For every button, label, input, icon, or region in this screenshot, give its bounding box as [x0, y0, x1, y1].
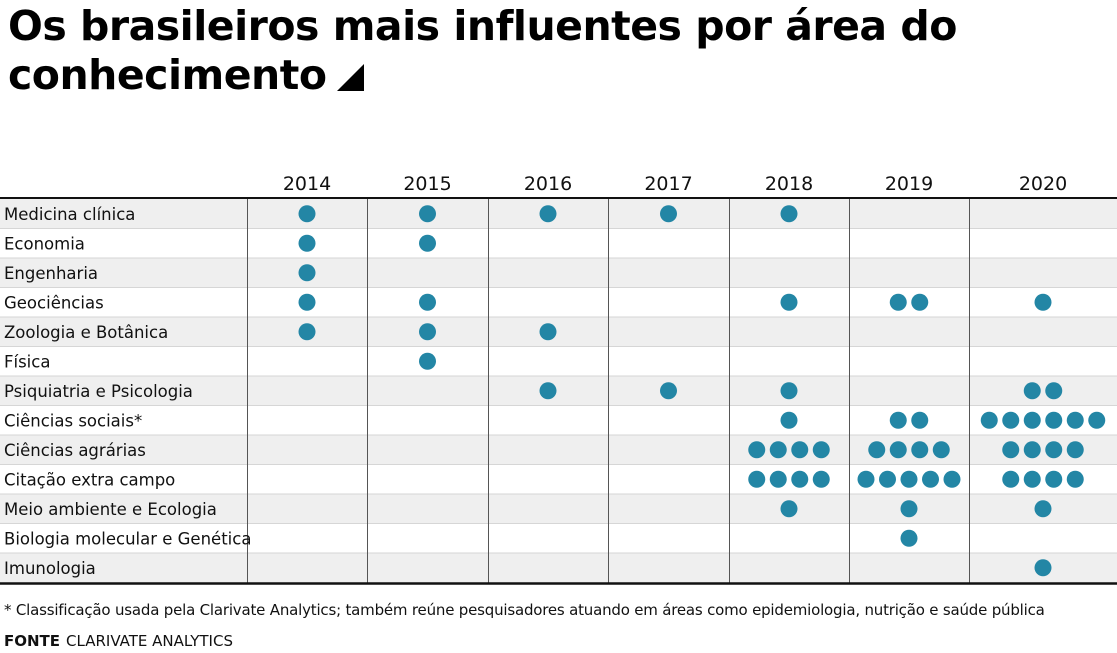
row-label: Geociências [4, 293, 104, 312]
data-dot [748, 470, 766, 488]
row-background [0, 258, 1117, 288]
data-dot [1002, 441, 1020, 459]
data-dot [812, 470, 830, 488]
data-dot [769, 470, 787, 488]
row-label: Economia [4, 234, 85, 253]
row-label: Meio ambiente e Ecologia [4, 500, 217, 519]
data-dot [889, 411, 907, 429]
data-dot [1034, 559, 1052, 577]
data-dot [539, 382, 557, 400]
data-dot [791, 470, 809, 488]
column-header-2017: 2017 [644, 173, 692, 195]
data-dot [660, 382, 677, 400]
row-background [0, 376, 1117, 406]
data-dot [900, 529, 918, 547]
data-dot [780, 205, 798, 223]
source-label: FONTE [4, 632, 61, 650]
data-dot [911, 411, 929, 429]
data-dot [791, 441, 809, 459]
data-dot [780, 293, 798, 311]
data-dot [1066, 411, 1084, 429]
row-label: Imunologia [4, 559, 96, 578]
data-dot [922, 470, 939, 488]
data-dot [298, 205, 316, 223]
data-dot [812, 441, 830, 459]
row-label: Ciências agrárias [4, 441, 146, 460]
row-label: Física [4, 352, 50, 371]
data-dot [943, 470, 961, 488]
dot-table-chart: 2014 2015 2016 2017 2018 2019 2020 Medicina clí… [0, 173, 1117, 585]
data-dot [539, 205, 557, 223]
data-dot [298, 234, 316, 252]
data-dot [1002, 411, 1020, 429]
data-dot [1088, 411, 1106, 429]
data-dot [1023, 411, 1041, 429]
row-label: Psiquiatria e Psicologia [4, 382, 193, 401]
data-dot [1023, 470, 1041, 488]
data-dot [889, 293, 907, 311]
footnote: * Classificação usada pela Clarivate Ana… [4, 601, 1045, 619]
column-header-2019: 2019 [885, 173, 933, 195]
data-dot [1066, 441, 1084, 459]
column-header-2015: 2015 [403, 173, 451, 195]
data-dot [780, 382, 798, 400]
data-dot [419, 323, 436, 341]
data-dot [298, 323, 316, 341]
row-label: Biologia molecular e Genética [4, 529, 251, 548]
row-background [0, 199, 1117, 229]
data-dot [780, 500, 798, 518]
data-dot [857, 470, 875, 488]
data-dot [911, 293, 929, 311]
column-header-2014: 2014 [283, 173, 331, 195]
data-dot [1002, 470, 1020, 488]
data-dot [780, 411, 798, 429]
row-background [0, 494, 1117, 524]
data-dot [419, 293, 436, 311]
source-line: FONTE CLARIVATE ANALYTICS [4, 632, 233, 650]
column-header-2016: 2016 [524, 173, 572, 195]
column-header-2018: 2018 [765, 173, 813, 195]
row-label: Engenharia [4, 264, 98, 283]
data-dot [1045, 470, 1063, 488]
column-header-2020: 2020 [1019, 173, 1067, 195]
data-dot [298, 293, 316, 311]
data-dot [911, 441, 929, 459]
data-dot [1023, 382, 1041, 400]
data-dot [748, 441, 766, 459]
row-label: Zoologia e Botânica [4, 323, 168, 342]
data-dot [1045, 382, 1063, 400]
data-dot [900, 470, 918, 488]
title-text: Os brasileiros mais influentes por área … [8, 2, 957, 99]
row-label: Medicina clínica [4, 205, 135, 224]
data-dot [298, 264, 316, 282]
data-dot [419, 205, 436, 223]
data-dot [900, 500, 918, 518]
data-dot [1034, 500, 1052, 518]
data-dot [660, 205, 677, 223]
data-dot [1034, 293, 1052, 311]
data-dot [419, 352, 436, 370]
data-dot [1066, 470, 1084, 488]
row-label: Citação extra campo [4, 470, 175, 489]
data-dot [1045, 441, 1063, 459]
data-dot [980, 411, 998, 429]
data-dot [1023, 441, 1041, 459]
data-dot [868, 441, 886, 459]
source-value: CLARIVATE ANALYTICS [66, 632, 233, 650]
data-dot [879, 470, 896, 488]
row-background [0, 435, 1117, 465]
data-dot [932, 441, 950, 459]
data-dot [1045, 411, 1063, 429]
data-dot [419, 234, 436, 252]
data-dot [769, 441, 787, 459]
data-dot [889, 441, 907, 459]
row-background [0, 553, 1117, 583]
row-label: Ciências sociais* [4, 411, 142, 430]
row-background [0, 317, 1117, 347]
data-dot [539, 323, 557, 341]
page-title: Os brasileiros mais influentes por área … [8, 2, 1108, 100]
triangle-corner-icon [336, 64, 364, 91]
